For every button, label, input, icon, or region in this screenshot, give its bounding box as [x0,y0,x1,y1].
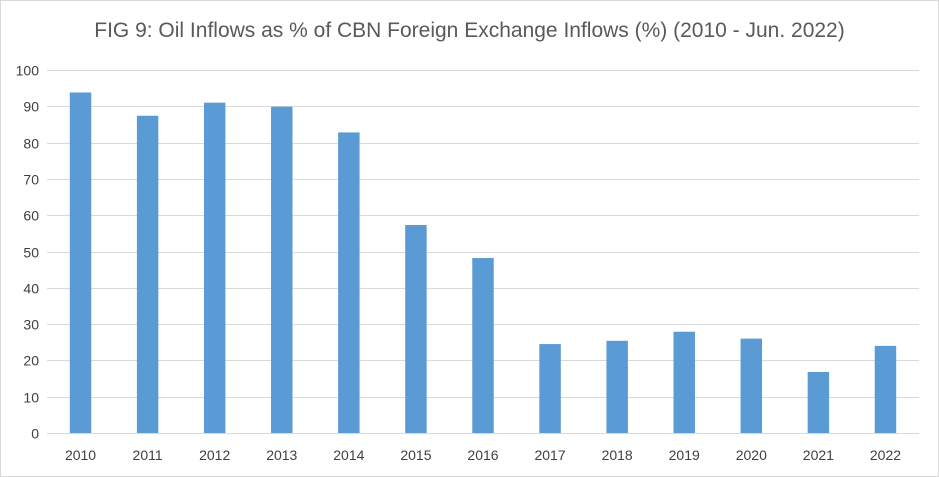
y-tick-label: 90 [23,99,39,115]
bar-2016 [472,258,494,433]
x-tick-label: 2015 [400,447,431,463]
bar-2014 [338,132,360,433]
bar-2022 [874,345,897,433]
x-tick-label: 2021 [803,447,834,463]
y-tick-label: 50 [23,245,39,261]
y-tick-label: 0 [31,426,39,442]
bar-2012 [203,102,226,434]
y-tick-label: 30 [23,317,39,333]
bar-2019 [673,331,695,433]
x-tick-label: 2013 [266,447,297,463]
y-tick-label: 70 [23,172,39,188]
x-tick-label: 2010 [65,447,96,463]
x-axis-tick-labels: 2010 2011 2012 2013 2014 2015 2016 2017 2018 2019… [65,447,901,463]
bar-2013 [271,106,293,434]
y-tick-label: 10 [23,390,39,406]
x-tick-label: 2020 [736,447,767,463]
bar-2010 [69,92,92,434]
x-tick-label: 2011 [133,447,163,463]
y-axis-tick-labels: 0 10 20 30 40 50 60 70 80 90 100 [16,63,40,442]
y-tick-label: 40 [23,281,39,297]
bar-2021 [807,372,830,433]
bar-2015 [405,225,427,433]
bar-2018 [606,340,628,433]
x-tick-label: 2012 [199,447,230,463]
y-tick-label: 100 [16,63,40,79]
y-tick-label: 60 [23,208,39,224]
y-tick-label: 80 [23,136,39,152]
x-tick-label: 2018 [602,447,633,463]
chart-title: FIG 9: Oil Inflows as % of CBN Foreign E… [94,19,845,42]
bar-2011 [136,115,159,433]
bar-2017 [539,344,561,433]
bars [69,92,897,434]
y-tick-label: 20 [23,353,39,369]
bar-2020 [740,338,763,433]
x-tick-label: 2014 [333,447,364,463]
x-tick-label: 2017 [534,447,565,463]
x-tick-label: 2022 [870,447,901,463]
x-tick-label: 2019 [669,447,700,463]
x-tick-label: 2016 [467,447,498,463]
